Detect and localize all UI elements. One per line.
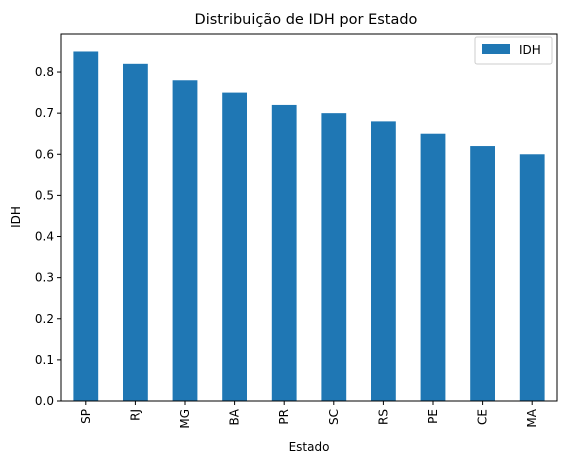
y-tick-label: 0.1 — [35, 353, 54, 367]
y-axis: 0.0 0.1 0.2 0.3 0.4 0.5 0.6 0.7 0.8 — [35, 65, 61, 408]
y-tick-label: 0.6 — [35, 147, 54, 161]
bar-pe — [420, 133, 446, 401]
x-axis-label: Estado — [289, 440, 330, 454]
x-tick-label: RJ — [128, 409, 142, 421]
legend-label: IDH — [519, 43, 541, 57]
y-tick-label: 0.5 — [35, 188, 54, 202]
x-axis: SP RJ MG BA PR SC RS PE CE MA — [79, 401, 539, 429]
bar-ba — [222, 92, 247, 401]
x-tick-label: CE — [476, 409, 490, 425]
plot-frame — [60, 33, 558, 402]
legend-swatch — [482, 44, 510, 54]
x-tick-label: PE — [426, 409, 440, 424]
y-tick-label: 0.8 — [35, 65, 54, 79]
x-tick-label: MG — [178, 409, 192, 429]
legend: IDH — [474, 36, 553, 65]
x-tick-label: MA — [525, 408, 539, 427]
chart-title: Distribuição de IDH por Estado — [195, 12, 418, 28]
bar-mg — [172, 80, 198, 402]
bar-sp — [73, 51, 99, 401]
y-tick-label: 0.7 — [35, 106, 54, 120]
legend-box — [474, 36, 553, 65]
x-tick-label: SP — [79, 409, 93, 424]
bar-pr — [271, 104, 297, 401]
y-tick-label: 0.3 — [35, 271, 54, 285]
bar-ma — [519, 154, 545, 401]
y-axis-label: IDH — [9, 206, 23, 228]
x-tick-label: RS — [376, 409, 390, 425]
bar-ce — [470, 146, 495, 401]
bars-group — [73, 51, 545, 402]
y-tick-label: 0.2 — [35, 312, 54, 326]
x-tick-label: SC — [327, 409, 341, 425]
bar-rs — [371, 121, 396, 401]
y-tick-label: 0.0 — [35, 394, 54, 408]
bar-rj — [123, 63, 148, 402]
x-tick-label: BA — [228, 408, 242, 425]
x-tick-label: PR — [277, 409, 291, 425]
y-tick-label: 0.4 — [35, 230, 54, 244]
bar-sc — [321, 113, 347, 401]
